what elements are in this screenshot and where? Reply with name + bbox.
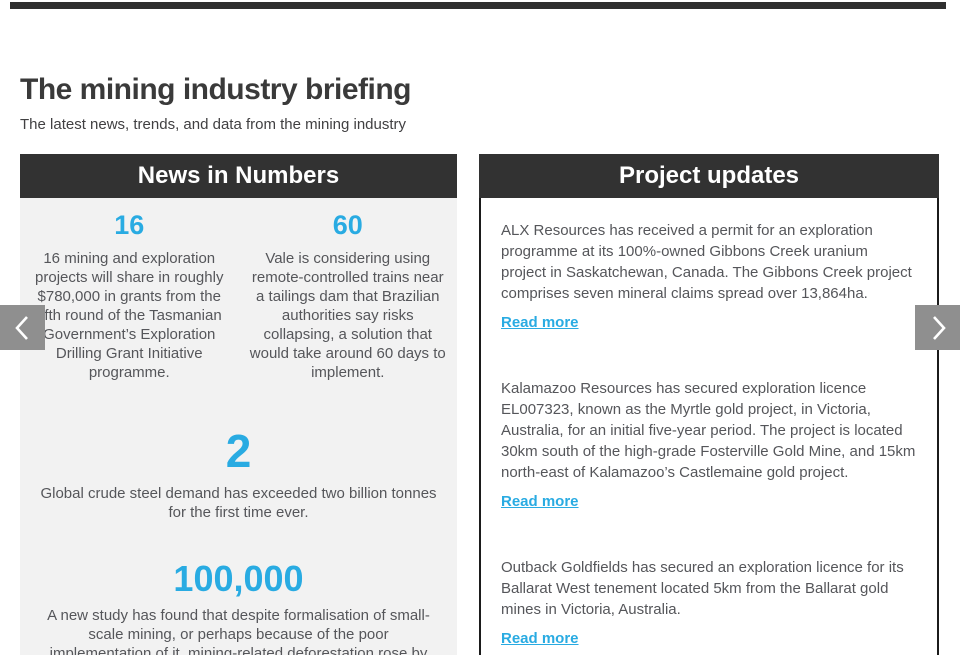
stat-text: 16 mining and exploration projects will … xyxy=(35,249,224,381)
news-in-numbers-panel: News in Numbers 16 16 mining and explora… xyxy=(20,154,457,655)
stat-number: 16 xyxy=(114,210,145,240)
panels-container: News in Numbers 16 16 mining and explora… xyxy=(20,154,940,655)
update-item: Kalamazoo Resources has secured explorat… xyxy=(501,378,917,511)
top-divider-bar xyxy=(10,2,946,9)
update-item: Outback Goldfields has secured an explor… xyxy=(501,557,917,648)
chevron-left-icon xyxy=(13,314,33,342)
chevron-right-icon xyxy=(928,314,948,342)
stat-text: A new study has found that despite forma… xyxy=(47,606,430,655)
stat-item: 100,000 A new study has found that despi… xyxy=(20,558,457,655)
project-updates-header: Project updates xyxy=(479,154,939,198)
stat-item: 60 Vale is considering using remote-cont… xyxy=(239,210,458,382)
stat-number: 60 xyxy=(332,210,363,240)
page-title: The mining industry briefing xyxy=(20,73,412,106)
update-item: ALX Resources has received a permit for … xyxy=(501,220,917,332)
news-in-numbers-body: 16 16 mining and exploration projects wi… xyxy=(20,198,457,655)
news-in-numbers-header: News in Numbers xyxy=(20,154,457,198)
carousel-prev-button[interactable] xyxy=(0,305,45,350)
update-text: Kalamazoo Resources has secured explorat… xyxy=(501,380,916,481)
project-updates-body: ALX Resources has received a permit for … xyxy=(479,198,939,655)
stat-text: Vale is considering using remote-control… xyxy=(249,249,446,381)
read-more-link[interactable]: Read more xyxy=(501,314,579,331)
stat-item: 16 16 mining and exploration projects wi… xyxy=(20,210,239,382)
project-updates-panel: Project updates ALX Resources has receiv… xyxy=(479,154,939,655)
stat-number: 100,000 xyxy=(173,558,304,600)
carousel-next-button[interactable] xyxy=(915,305,960,350)
update-text: ALX Resources has received a permit for … xyxy=(501,222,912,302)
update-text: Outback Goldfields has secured an explor… xyxy=(501,559,904,618)
read-more-link[interactable]: Read more xyxy=(501,493,579,510)
read-more-link[interactable]: Read more xyxy=(501,630,579,647)
stat-number: 2 xyxy=(225,424,252,477)
stat-item: 2 Global crude steel demand has exceeded… xyxy=(20,424,457,522)
page-subtitle: The latest news, trends, and data from t… xyxy=(20,116,407,133)
stat-text: Global crude steel demand has exceeded t… xyxy=(40,485,437,522)
stats-row: 16 16 mining and exploration projects wi… xyxy=(20,210,457,382)
